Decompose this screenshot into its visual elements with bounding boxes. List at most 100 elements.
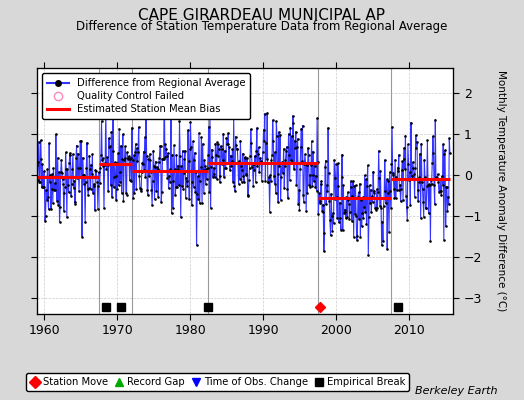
Point <box>140 134 149 140</box>
Point <box>277 174 286 180</box>
Point <box>350 234 358 240</box>
Point <box>256 155 264 161</box>
Point <box>148 202 156 208</box>
Point <box>412 145 421 151</box>
Point <box>126 156 134 162</box>
Point <box>40 168 49 174</box>
Point <box>414 178 423 185</box>
Point <box>380 195 388 201</box>
Point <box>331 195 340 202</box>
Point <box>225 160 233 166</box>
Point <box>99 163 107 169</box>
Point <box>161 141 170 148</box>
Point <box>84 192 92 198</box>
Point <box>381 188 389 194</box>
Point <box>234 180 243 187</box>
Point <box>185 146 194 153</box>
Point <box>82 178 90 185</box>
Point <box>203 165 212 171</box>
Point <box>418 179 426 186</box>
Point <box>262 140 270 146</box>
Point <box>138 160 147 166</box>
Point <box>362 176 370 182</box>
Point <box>257 158 265 164</box>
Point <box>257 178 266 184</box>
Point <box>275 129 283 135</box>
Point <box>395 187 403 194</box>
Point <box>276 132 284 138</box>
Point <box>36 179 44 185</box>
Point <box>365 182 374 188</box>
Point <box>314 211 323 218</box>
Point <box>90 181 98 187</box>
Point <box>90 182 99 189</box>
Point <box>325 198 333 204</box>
Point <box>165 173 173 179</box>
Point <box>95 169 103 176</box>
Point <box>114 182 123 189</box>
Point <box>308 138 316 144</box>
Point <box>426 238 434 244</box>
Point <box>137 169 146 176</box>
Point <box>133 145 141 152</box>
Point <box>296 166 304 172</box>
Point <box>65 160 73 166</box>
Point <box>115 126 123 132</box>
Point <box>109 111 117 117</box>
Point <box>72 155 80 161</box>
Point <box>376 203 384 209</box>
Point <box>153 164 161 170</box>
Point <box>422 205 430 212</box>
Point <box>313 115 321 121</box>
Point <box>244 193 252 200</box>
Point <box>349 178 357 184</box>
Point <box>304 144 312 151</box>
Point <box>351 182 359 188</box>
Point <box>412 132 420 139</box>
Point <box>305 182 313 188</box>
Point <box>392 174 400 180</box>
Point <box>342 194 351 200</box>
Point <box>320 230 329 236</box>
Point <box>177 163 185 170</box>
Point <box>215 179 224 185</box>
Point <box>376 168 385 174</box>
Point <box>379 238 387 244</box>
Point <box>202 181 210 188</box>
Point <box>403 141 412 148</box>
Point <box>331 175 339 181</box>
Point <box>297 126 305 132</box>
Point <box>326 217 334 224</box>
Point <box>142 105 150 111</box>
Point <box>54 202 62 208</box>
Point <box>197 134 205 141</box>
Point <box>193 191 201 197</box>
Point <box>413 187 422 194</box>
Point <box>243 154 252 161</box>
Point <box>67 152 75 158</box>
Point <box>339 227 347 234</box>
Point <box>189 138 197 145</box>
Point <box>274 171 282 177</box>
Point <box>107 129 115 135</box>
Point <box>216 173 224 179</box>
Point <box>328 228 336 234</box>
Point <box>34 158 42 165</box>
Point <box>344 196 353 203</box>
Point <box>319 208 327 215</box>
Point <box>222 165 230 171</box>
Point <box>145 172 153 179</box>
Point <box>403 216 411 223</box>
Point <box>307 161 315 168</box>
Point <box>139 161 147 167</box>
Point <box>394 164 402 171</box>
Point <box>294 187 303 194</box>
Point <box>239 173 248 179</box>
Point <box>119 198 128 204</box>
Point <box>263 110 271 116</box>
Point <box>228 158 236 164</box>
Point <box>208 154 216 160</box>
Point <box>368 199 377 205</box>
Point <box>282 144 291 150</box>
Point <box>429 133 437 140</box>
